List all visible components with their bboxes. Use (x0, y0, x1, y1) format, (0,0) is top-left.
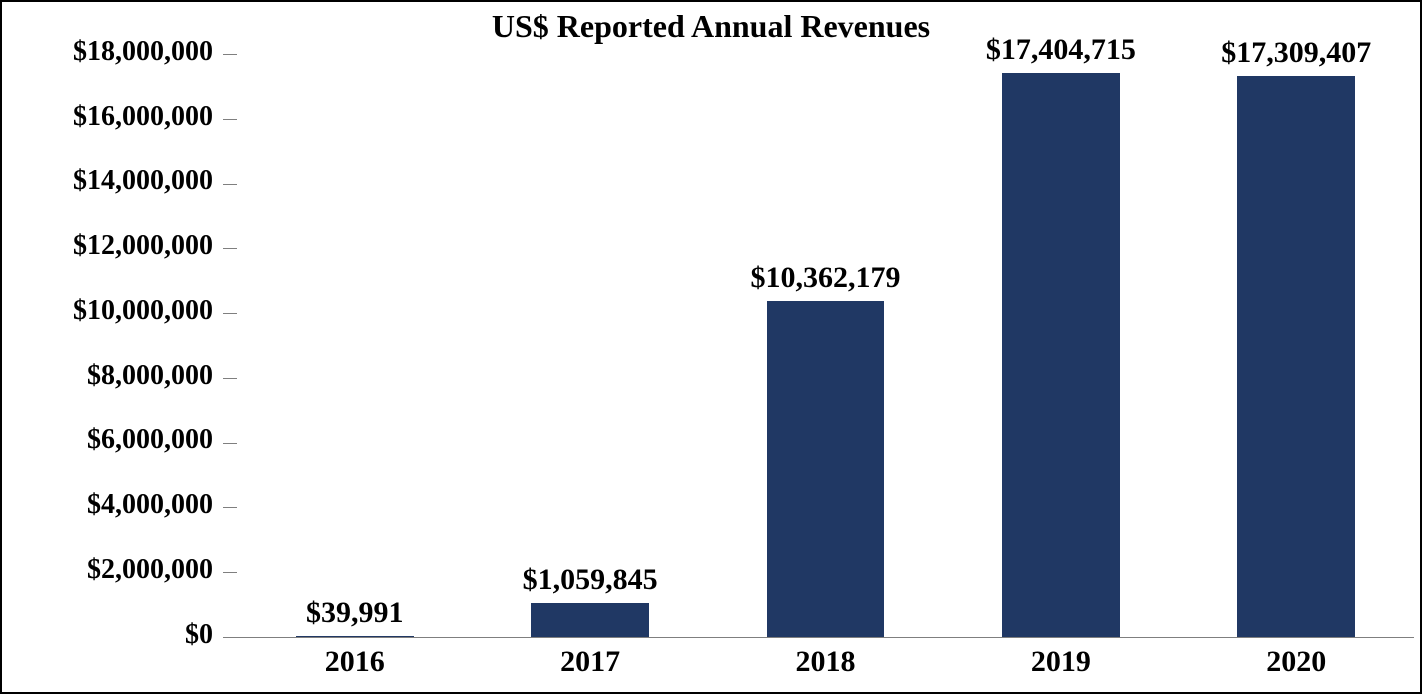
chart-frame: US$ Reported Annual Revenues $0$2,000,00… (0, 0, 1422, 694)
bar-value-label: $10,362,179 (708, 261, 943, 295)
bar-value-label: $17,309,407 (1179, 36, 1414, 70)
bar (767, 301, 885, 637)
x-axis-line (237, 637, 1414, 638)
y-tick-mark (223, 54, 237, 55)
y-tick-label: $8,000,000 (87, 360, 213, 392)
y-tick-label: $18,000,000 (73, 36, 213, 68)
y-tick-label: $14,000,000 (73, 165, 213, 197)
x-category-label: 2019 (943, 645, 1178, 679)
y-tick-mark (223, 443, 237, 444)
bar-value-label: $39,991 (237, 596, 472, 630)
y-tick-label: $6,000,000 (87, 424, 213, 456)
y-tick-label: $12,000,000 (73, 230, 213, 262)
y-tick-mark (223, 184, 237, 185)
y-tick-label: $10,000,000 (73, 295, 213, 327)
y-tick-label: $0 (185, 619, 213, 651)
y-tick-mark (223, 572, 237, 573)
bar (531, 603, 649, 637)
x-category-label: 2017 (472, 645, 707, 679)
bar-value-label: $17,404,715 (943, 33, 1178, 67)
bar (1237, 76, 1355, 637)
x-category-label: 2018 (708, 645, 943, 679)
y-tick-mark (223, 313, 237, 314)
y-tick-label: $2,000,000 (87, 554, 213, 586)
x-category-label: 2016 (237, 645, 472, 679)
y-tick-mark (223, 248, 237, 249)
y-tick-mark (223, 378, 237, 379)
x-category-label: 2020 (1179, 645, 1414, 679)
bar (1002, 73, 1120, 637)
bar (296, 636, 414, 637)
y-tick-mark (223, 507, 237, 508)
y-tick-label: $16,000,000 (73, 101, 213, 133)
y-tick-mark (223, 119, 237, 120)
y-tick-label: $4,000,000 (87, 489, 213, 521)
bar-value-label: $1,059,845 (472, 563, 707, 597)
y-tick-mark (223, 637, 237, 638)
